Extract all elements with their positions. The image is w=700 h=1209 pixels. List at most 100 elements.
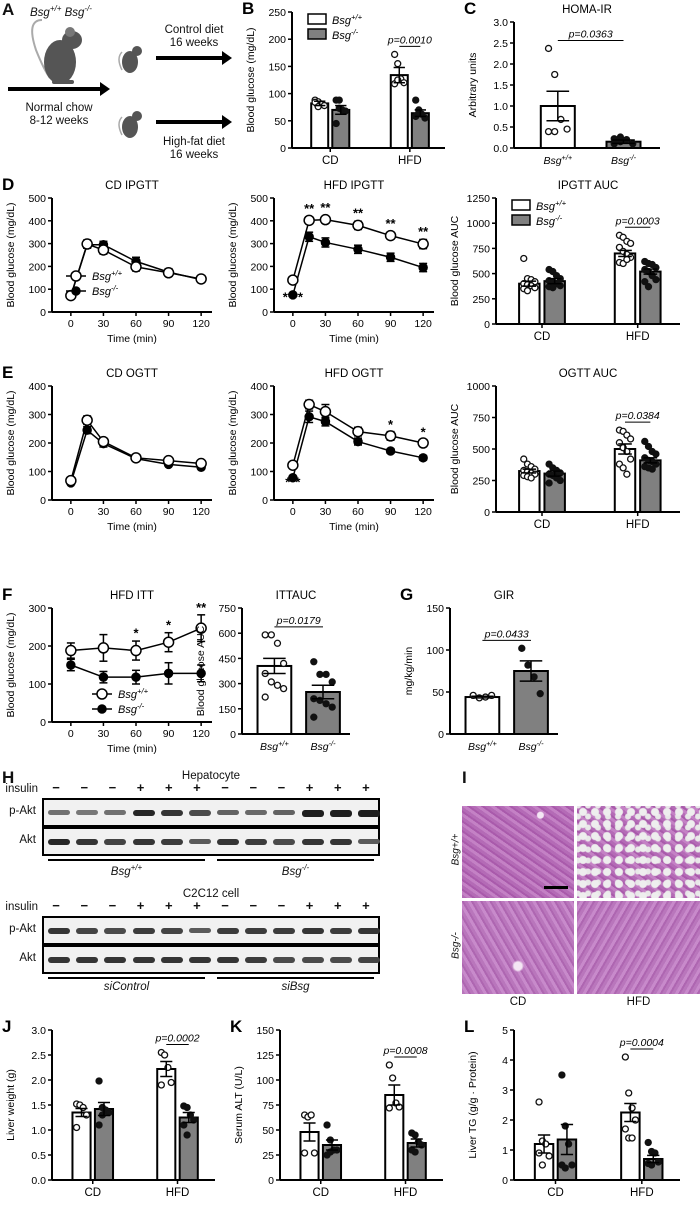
chart-l-liver-tg: L 0 1 2 3 4 5 Liver TG (g/g · Protein) CD HFD p=0.… [462,1017,700,1204]
data-point [195,457,207,470]
blot-band [132,838,155,846]
data-point [561,1164,569,1172]
data-point [384,430,397,442]
chart-c-homa-ir: C HOMA-IR 0.0 0.5 1.0 1.5 2.0 2.5 3.0 Arbitrary u… [462,0,700,172]
data-point [130,452,142,464]
scale-bar [544,886,568,889]
text-line: 16 weeks [169,37,219,49]
y-tick-label: 250 [472,294,490,306]
series-line [292,415,424,478]
col-label-cd: CD [509,996,527,1008]
data-point [353,244,363,255]
y-tick-label: 0 [40,717,46,729]
x-tick-label: 60 [130,318,142,330]
blot-title: Hepatocyte [181,770,241,782]
x-axis-label: Time (min) [329,521,379,533]
blot-band [188,956,211,964]
x-tick-label: 0 [290,318,296,330]
x-category-label: CD [84,1187,101,1199]
blot-band [329,809,352,817]
y-tick-label: 50 [274,116,286,128]
data-point [652,275,660,284]
chart-d-hfd-ipgtt: HFD IPGTT 0 100 200 300 400 500 Blood glucose (… [222,176,444,348]
insulin-sign: + [333,780,342,795]
y-tick-label: 5 [502,1025,508,1037]
y-tick-label: 500 [250,193,268,205]
y-axis-label: Liver weight (g) [5,1069,17,1141]
y-tick-label: 1.0 [493,101,508,113]
blot-band [48,927,71,935]
x-tick-label: 30 [98,506,110,518]
col-label-hfd: HFD [626,996,651,1008]
y-tick-label: 1.5 [493,80,508,92]
blot-band [76,956,99,964]
data-point [160,1051,169,1059]
significance-stars: * [421,425,427,440]
chart-title: ITTAUC [276,590,317,602]
y-tick-label: 25 [262,1150,274,1162]
blot-band [104,810,127,816]
row-label-ko: Bsg-/- [450,932,462,959]
y-tick-label: 0 [484,319,490,331]
x-tick-label: 120 [414,318,432,330]
chart-svg: G GIR 0 50 100 150 mg/kg/min Bsg+/+ Bsg-/- p=0.04… [400,585,558,753]
data-point [557,115,565,124]
chart-svg: B 0 50 100 150 200 250 Blood glucose (mg/dL) CD H… [242,0,445,167]
data-point [131,672,141,682]
y-tick-label: 0.0 [31,1175,46,1187]
insulin-sign: − [277,898,286,913]
insulin-sign: − [249,898,258,913]
blot-band [273,956,296,963]
data-point [183,1131,191,1139]
x-tick-label: 30 [320,318,332,330]
y-tick-label: 200 [28,641,46,653]
legend-marker [71,286,81,296]
chart-title: IPGTT AUC [558,180,619,192]
panel-letter: E [2,364,13,382]
data-point [625,1089,633,1097]
y-tick-label: 100 [250,467,268,479]
y-tick-label: 1.5 [31,1100,46,1112]
y-tick-label: 4 [502,1055,508,1067]
insulin-sign: − [108,898,117,913]
insulin-sign: + [305,898,314,913]
y-tick-label: 1 [502,1145,508,1157]
y-tick-label: 50 [262,1125,274,1137]
data-point [267,678,275,686]
data-point [81,238,93,250]
x-category-label: HFD [626,331,650,343]
x-tick-label: 60 [130,506,142,518]
data-point [287,274,299,286]
group-underline [217,977,374,979]
data-point [623,255,631,264]
x-tick-label: 120 [192,318,210,330]
panel-letter: J [2,1018,11,1036]
data-point [385,1104,393,1112]
blot-band [357,839,380,845]
data-point [65,644,77,657]
data-point [648,465,656,473]
genotype-label: Bsg-/- [518,739,544,753]
data-point [97,642,110,654]
blot-band [188,809,211,816]
group-label: siControl [103,981,150,993]
data-point [563,125,571,133]
chart-f-itt-auc: ITTAUC 0 150 300 450 600 750 Blood glucose AUC B… [190,586,390,758]
blot-band [160,809,183,817]
data-point [287,459,299,471]
genotype-label: Bsg-/- [92,284,119,298]
hepatocyte-blot: Hepatocyte insulin − − − + + + − − − + + + p-Akt Akt Bsg… [0,768,460,888]
data-point [310,1149,319,1157]
panel-letter: F [2,586,12,604]
x-category-label: HFD [394,1187,418,1199]
significance-stars: ** [304,201,315,216]
x-tick-label: 60 [352,318,364,330]
data-point [626,455,635,463]
y-axis-label: Blood glucose AUC [195,625,207,716]
insulin-sign: + [362,780,370,795]
blot-band [273,838,296,845]
panel-letter: D [2,176,14,194]
y-tick-label: 0.5 [493,122,508,134]
data-point [105,1108,113,1117]
y-tick-label: 450 [218,653,236,665]
